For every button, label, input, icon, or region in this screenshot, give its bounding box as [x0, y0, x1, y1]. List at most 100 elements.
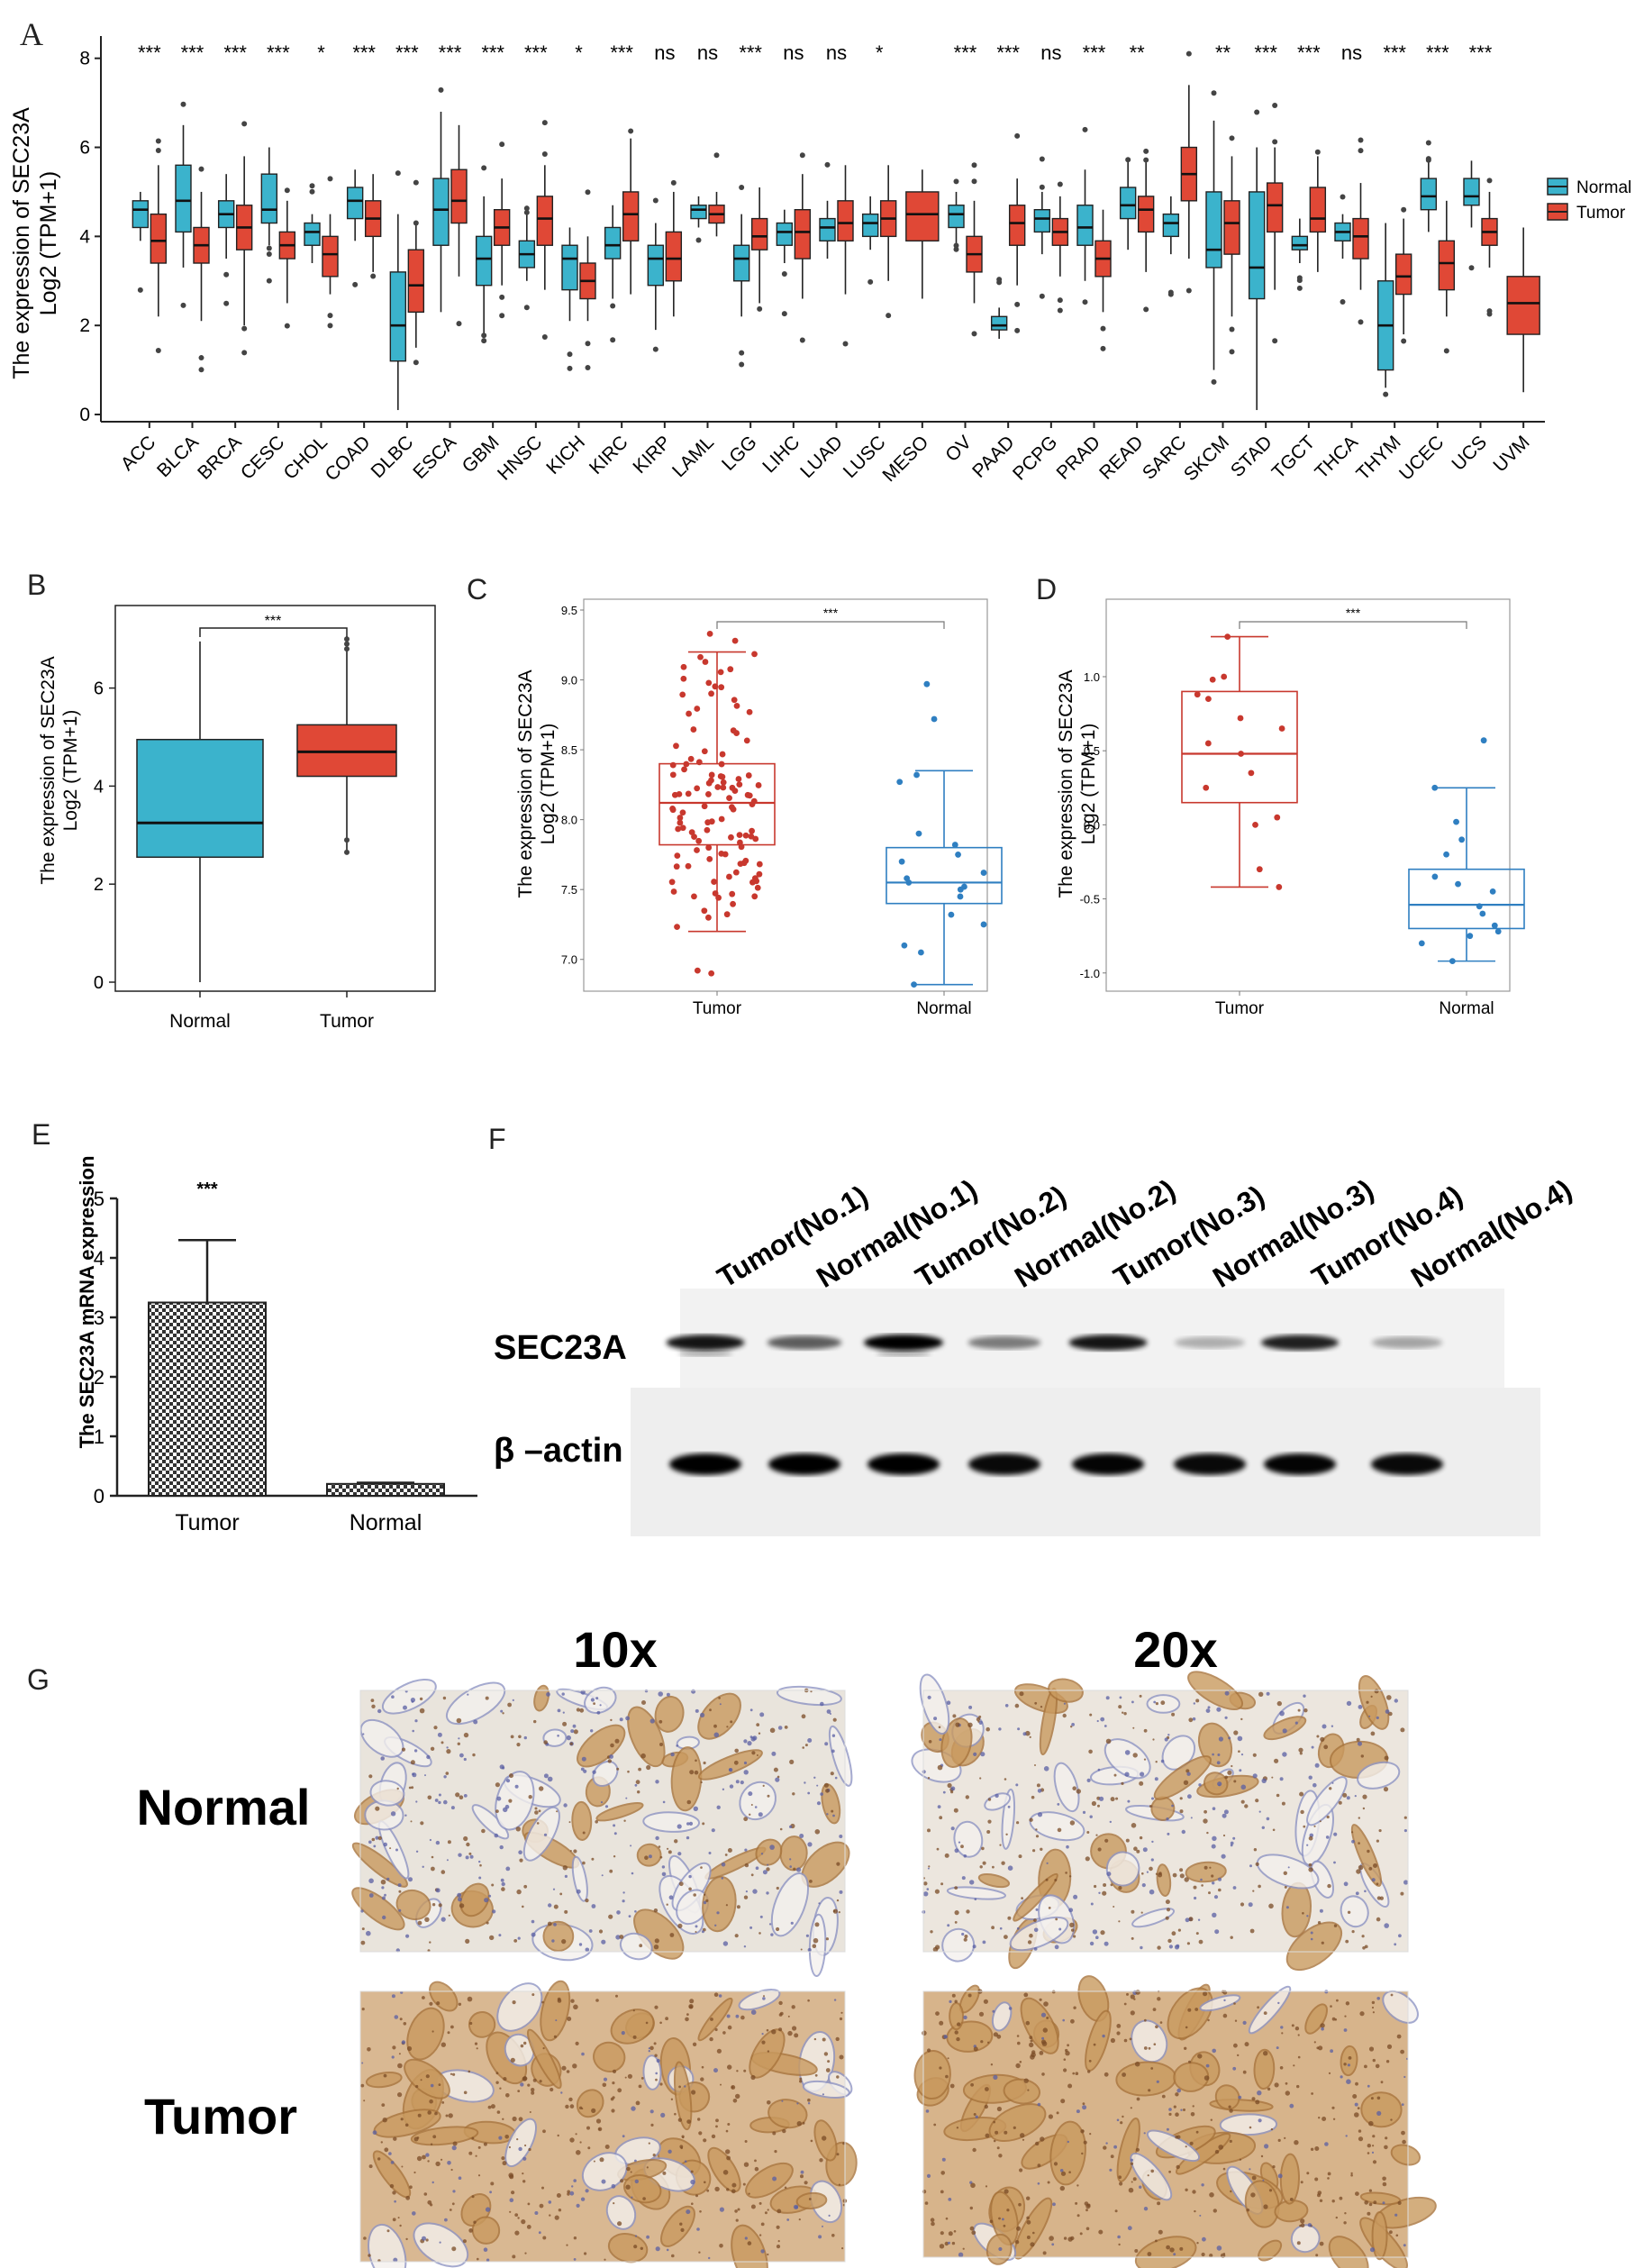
histo-nucleus [1333, 1924, 1338, 1927]
histo-nucleus [1373, 1863, 1377, 1868]
histo-nucleus [386, 2229, 390, 2233]
panel-c: C The expression of SEC23A Log2 (TPM+1) … [467, 573, 1003, 1018]
histo-nucleus [584, 2252, 587, 2255]
histo-nucleus [429, 2099, 433, 2104]
histo-nucleus [1322, 2117, 1327, 2121]
histo-nucleus [1124, 1772, 1130, 1777]
histo-gland [1199, 1994, 1241, 2012]
histo-nucleus [463, 1835, 468, 1842]
histo-nucleus [1047, 2181, 1050, 2184]
histo-nucleus [1169, 2247, 1175, 2253]
histo-nucleus [1291, 2024, 1294, 2027]
box [536, 196, 554, 246]
histo-nucleus [1056, 2111, 1059, 2115]
histo-gland [1359, 2191, 1402, 2206]
outlier-point [1014, 132, 1021, 139]
histo-nucleus [1068, 1875, 1072, 1878]
histo-nucleus [1233, 2043, 1238, 2048]
outlier-point [1082, 126, 1088, 132]
histo-nucleus [1384, 1755, 1389, 1761]
histo-nucleus [949, 1999, 952, 2003]
histo-nucleus [424, 1917, 430, 1922]
histo-nucleus [1401, 2130, 1405, 2136]
histo-nucleus [1374, 1689, 1379, 1694]
histo-nucleus [1133, 1846, 1138, 1851]
histo-nucleus [1149, 1889, 1155, 1895]
histo-nucleus [617, 2221, 622, 2227]
outlier-point [1425, 157, 1431, 163]
histo-nucleus [1331, 2106, 1335, 2109]
histo-nucleus [713, 1724, 717, 1728]
histo-nucleus [1097, 1847, 1102, 1852]
histo-nucleus [1049, 2236, 1054, 2241]
histo-nucleus [1328, 2072, 1331, 2074]
histo-nucleus [1089, 1941, 1094, 1946]
histo-nucleus [1090, 1902, 1094, 1906]
histo-nucleus [361, 2062, 364, 2064]
box [837, 200, 854, 241]
histo-nucleus [1282, 1752, 1287, 1757]
histo-nucleus [1216, 2245, 1222, 2251]
histo-nucleus [452, 2141, 458, 2146]
tumor-point [695, 837, 703, 844]
histo-nucleus [948, 2241, 950, 2245]
histo-nucleus [399, 2224, 402, 2227]
histo-nucleus [939, 1816, 943, 1820]
histo-nucleus [1089, 2133, 1092, 2136]
histo-nucleus [743, 1895, 749, 1899]
histo-nucleus [743, 2069, 747, 2072]
histo-nucleus [1127, 1799, 1131, 1803]
histo-nucleus [604, 2145, 610, 2149]
histo-nucleus [505, 2093, 510, 2098]
histo-nucleus [579, 1708, 585, 1713]
histo-nucleus [1185, 1769, 1190, 1773]
box [132, 200, 150, 229]
histo-nucleus [1372, 2145, 1375, 2147]
histo-nucleus [1082, 2129, 1085, 2132]
histo-nucleus [569, 2104, 575, 2109]
histo-nucleus [1306, 2172, 1310, 2175]
histo-nucleus [390, 2161, 395, 2164]
x-tick-label: OV [941, 432, 976, 466]
histo-nucleus [678, 1881, 684, 1887]
histo-nucleus [416, 2136, 420, 2139]
histo-nucleus [1237, 1735, 1243, 1742]
histo-nucleus [1233, 2002, 1236, 2005]
histo-nucleus [1266, 1691, 1270, 1696]
histo-nucleus [677, 1852, 682, 1856]
histo-nucleus [1190, 1817, 1193, 1819]
outlier-point [309, 188, 315, 195]
histo-nucleus [425, 2153, 430, 2157]
histo-nucleus [562, 1711, 565, 1714]
histo-nucleus [633, 2245, 638, 2249]
histo-nucleus [659, 2082, 663, 2086]
histo-nucleus [1158, 2229, 1163, 2235]
tumor-point [708, 970, 715, 977]
histo-nucleus [839, 1835, 843, 1838]
histo-nucleus [676, 1744, 678, 1747]
histo-nucleus [1168, 2170, 1171, 2173]
histo-gland [369, 1780, 405, 1807]
histo-nucleus [1148, 2089, 1151, 2092]
histo-gland [949, 2001, 965, 2031]
histo-nucleus [1319, 2199, 1323, 2202]
histo-nucleus [415, 2084, 419, 2089]
tumor-point [752, 835, 759, 843]
histo-nucleus [427, 2200, 432, 2205]
x-tick-label: LIHC [758, 432, 804, 477]
histo-nucleus [631, 2196, 633, 2199]
histo-nucleus [1093, 2043, 1096, 2046]
histo-nucleus [1013, 2126, 1016, 2129]
histo-nucleus [531, 1919, 535, 1924]
histo-nucleus [1194, 2008, 1199, 2011]
histo-nucleus [1342, 1792, 1348, 1798]
histo-nucleus [462, 2239, 468, 2244]
histo-gland [381, 1679, 437, 1715]
tumor-point [694, 847, 700, 853]
histo-nucleus [667, 1847, 669, 1850]
box [750, 217, 768, 250]
histo-nucleus [1345, 2001, 1350, 2006]
significance-bracket [716, 621, 945, 629]
histo-nucleus [719, 2244, 723, 2248]
tumor-point [733, 730, 740, 736]
